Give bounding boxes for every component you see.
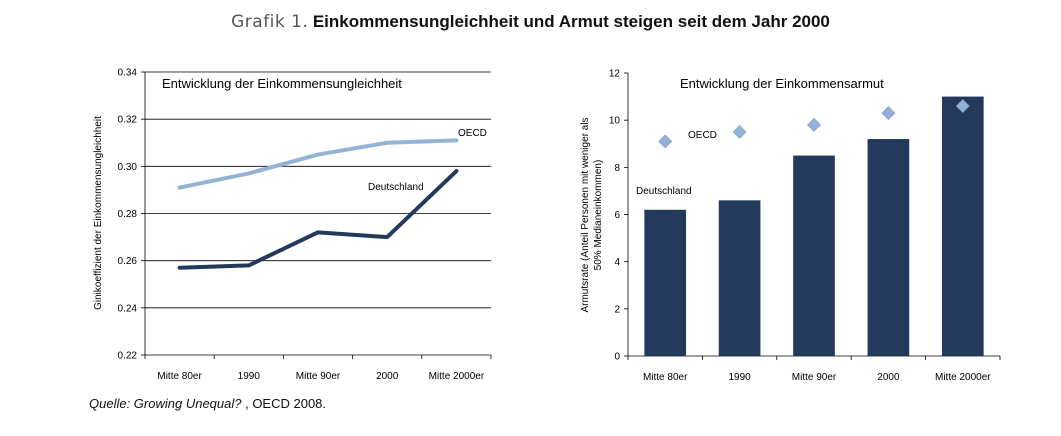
poverty-y-axis-label-line1: Armutsrate (Anteil Personen mit weniger … bbox=[580, 117, 591, 312]
poverty-chart-title: Entwicklung der Einkommensarmut bbox=[680, 76, 884, 91]
poverty-y-tick-label: 12 bbox=[609, 69, 621, 80]
inequality-chart-title: Entwicklung der Einkommensungleichheit bbox=[162, 76, 402, 91]
figure-title: Grafik 1. Einkommensungleichheit und Arm… bbox=[0, 12, 1061, 32]
inequality-line-deutschland bbox=[177, 169, 459, 270]
inequality-y-tick-label: 0.22 bbox=[118, 351, 138, 362]
inequality-x-tick-label: Mitte 2000er bbox=[429, 371, 485, 382]
poverty-x-ticks: Mitte 80er 1990 Mitte 90er 2000 Mitte 2000er bbox=[627, 356, 1001, 383]
poverty-bar-deutschland bbox=[644, 209, 687, 356]
poverty-x-tick-label: Mitte 90er bbox=[792, 372, 837, 383]
inequality-y-tick-label: 0.34 bbox=[118, 68, 138, 79]
poverty-y-tick-label: 10 bbox=[609, 116, 621, 127]
poverty-legend-deutschland: Deutschland bbox=[636, 186, 692, 197]
inequality-lines bbox=[177, 138, 459, 270]
poverty-marker-oecd bbox=[807, 117, 821, 132]
poverty-marker-oecd bbox=[881, 106, 896, 121]
source-italic: Quelle: Growing Unequal? bbox=[89, 396, 246, 411]
inequality-x-tick-label: 1990 bbox=[238, 371, 261, 382]
inequality-gridlines bbox=[145, 71, 491, 309]
poverty-bar-deutschland bbox=[941, 96, 984, 356]
poverty-legend-oecd: OECD bbox=[688, 130, 717, 141]
poverty-marker-oecd bbox=[732, 125, 747, 139]
poverty-bar-deutschland bbox=[718, 200, 761, 356]
poverty-bars bbox=[644, 96, 984, 356]
poverty-y-tick-label: 6 bbox=[614, 210, 620, 221]
poverty-oecd-markers bbox=[658, 99, 970, 149]
inequality-legend-deutschland: Deutschland bbox=[368, 182, 424, 193]
figure-number: Grafik 1. bbox=[231, 12, 309, 32]
inequality-x-ticks: Mitte 80er 1990 Mitte 90er 2000 Mitte 2000er bbox=[144, 355, 492, 382]
poverty-y-tick-label: 4 bbox=[614, 257, 620, 268]
inequality-y-tick-label: 0.32 bbox=[118, 115, 138, 126]
poverty-y-axis-label-line2: 50% Medianeinkommen) bbox=[593, 160, 604, 271]
poverty-x-tick-label: Mitte 2000er bbox=[935, 372, 991, 383]
inequality-line-oecd bbox=[177, 138, 459, 190]
inequality-chart: 0.22 0.24 0.26 0.28 0.30 0.32 0.34 Mitte 80er 1… bbox=[93, 68, 492, 382]
inequality-y-tick-label: 0.30 bbox=[118, 162, 138, 173]
source-rest: , OECD 2008. bbox=[245, 396, 327, 411]
inequality-legend-oecd: OECD bbox=[458, 128, 487, 139]
poverty-y-tick-label: 0 bbox=[614, 352, 620, 363]
poverty-x-tick-label: 2000 bbox=[877, 372, 900, 383]
inequality-y-ticks: 0.22 0.24 0.26 0.28 0.30 0.32 0.34 bbox=[118, 68, 145, 362]
figure-heading: Einkommensungleichheit und Armut steigen… bbox=[312, 12, 830, 31]
inequality-x-tick-label: Mitte 80er bbox=[157, 371, 202, 382]
poverty-x-tick-label: 1990 bbox=[728, 372, 751, 383]
poverty-marker-oecd bbox=[658, 134, 673, 149]
inequality-y-tick-label: 0.26 bbox=[118, 256, 138, 267]
inequality-y-axis-label: Ginikoeffizient der Einkommensungleichhe… bbox=[93, 116, 104, 310]
poverty-y-tick-label: 2 bbox=[614, 304, 620, 315]
source-note: Quelle: Growing Unequal? , OECD 2008. bbox=[89, 396, 326, 411]
inequality-x-tick-label: 2000 bbox=[376, 371, 399, 382]
poverty-bar-deutschland bbox=[793, 155, 835, 356]
poverty-y-ticks: 0 2 4 6 8 10 12 bbox=[609, 69, 628, 363]
poverty-x-tick-label: Mitte 80er bbox=[643, 372, 688, 383]
poverty-marker-oecd bbox=[955, 99, 970, 113]
inequality-x-tick-label: Mitte 90er bbox=[296, 371, 341, 382]
inequality-y-tick-label: 0.28 bbox=[118, 209, 138, 220]
poverty-y-tick-label: 8 bbox=[614, 163, 620, 174]
inequality-y-tick-label: 0.24 bbox=[118, 303, 138, 314]
poverty-bar-deutschland bbox=[867, 139, 910, 356]
